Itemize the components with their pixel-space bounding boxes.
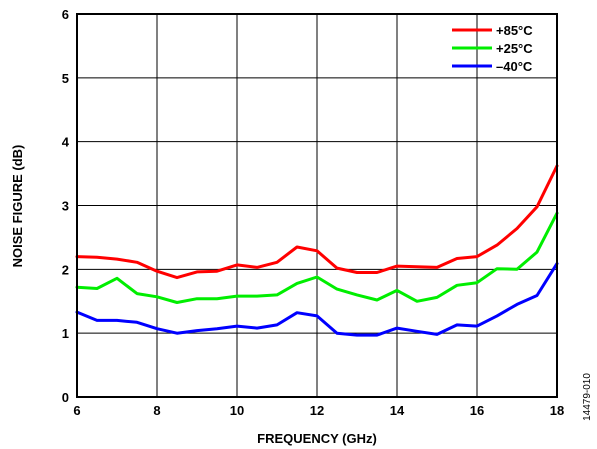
series-line	[75, 164, 559, 280]
y-tick-label: 1	[62, 326, 69, 341]
plot-frame	[76, 13, 558, 398]
x-axis-title: FREQUENCY (GHz)	[257, 431, 377, 446]
y-tick-label: 6	[62, 7, 69, 22]
x-tick-label: 18	[550, 403, 564, 418]
x-tick-label: 12	[310, 403, 324, 418]
figure-id: 14479-010	[582, 373, 593, 421]
legend-label: +85°C	[496, 23, 533, 38]
y-tick-label: 5	[62, 71, 69, 86]
y-tick-labels: 0 1 2 3 4 5 6	[62, 7, 70, 405]
x-tick-label: 14	[390, 403, 405, 418]
x-tick-label: 8	[153, 403, 160, 418]
grid	[77, 14, 557, 397]
legend-label: –40°C	[496, 59, 533, 74]
y-tick-label: 2	[62, 262, 69, 277]
y-tick-label: 0	[62, 390, 69, 405]
y-axis-title: NOISE FIGURE (dB)	[10, 145, 25, 268]
x-tick-labels: 6 8 10 12 14 16 18	[73, 403, 564, 418]
series-line	[75, 211, 559, 304]
series-line	[75, 262, 559, 337]
x-tick-label: 16	[470, 403, 484, 418]
series-lines	[75, 164, 559, 337]
x-tick-label: 6	[73, 403, 80, 418]
legend-label: +25°C	[496, 41, 533, 56]
y-tick-label: 3	[62, 199, 69, 214]
x-tick-label: 10	[230, 403, 244, 418]
y-tick-label: 4	[62, 135, 70, 150]
legend: +85°C +25°C –40°C	[452, 23, 533, 74]
